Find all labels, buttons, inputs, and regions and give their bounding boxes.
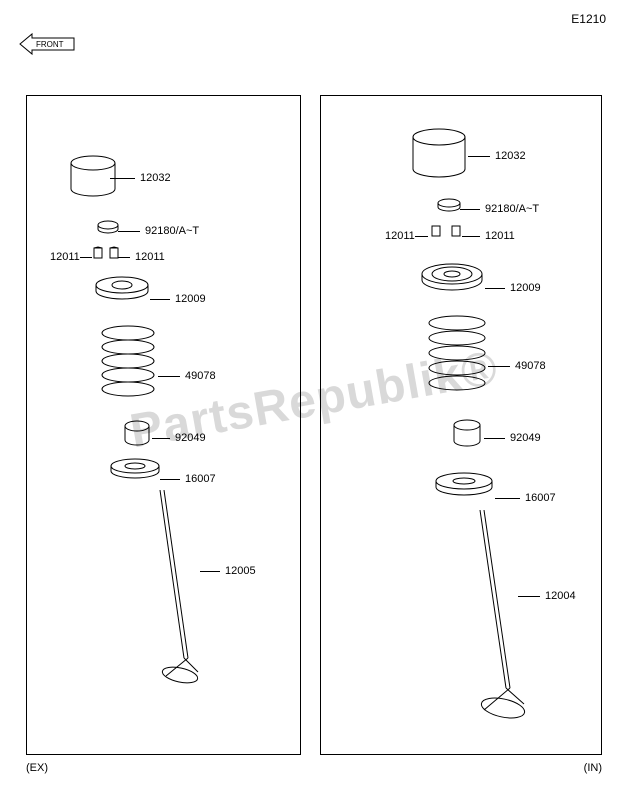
shape-shim-ex xyxy=(96,220,120,234)
part-ref-label: 12009 xyxy=(175,293,206,305)
part-ref-label: 12011 xyxy=(135,251,165,263)
part-ref-label: 92180/A~T xyxy=(145,225,199,237)
shape-tappet-in xyxy=(410,128,468,178)
leader-line xyxy=(484,438,505,439)
leader-line xyxy=(495,498,520,499)
shape-cotter-in-2 xyxy=(450,224,462,238)
leader-line xyxy=(415,236,428,237)
leader-line xyxy=(150,299,170,300)
shape-retainer-ex xyxy=(92,275,152,305)
shape-cotter-ex-1 xyxy=(92,246,104,260)
shape-retainer-in xyxy=(418,260,486,296)
leader-line xyxy=(468,156,490,157)
front-arrow-icon: FRONT xyxy=(18,30,80,62)
diagram-code: E1210 xyxy=(571,12,606,26)
leader-line xyxy=(488,366,510,367)
part-ref-label: 92180/A~T xyxy=(485,203,539,215)
part-ref-label: 12032 xyxy=(140,172,171,184)
leader-line xyxy=(518,596,540,597)
shape-seal-ex xyxy=(122,420,152,446)
leader-line xyxy=(118,257,130,258)
shape-valve-in xyxy=(448,510,528,730)
part-ref-label: 16007 xyxy=(185,473,216,485)
part-ref-label: 92049 xyxy=(510,432,541,444)
leader-line xyxy=(160,479,180,480)
leader-line xyxy=(462,236,480,237)
part-ref-label: 12011 xyxy=(385,230,415,242)
leader-line xyxy=(158,376,180,377)
leader-line xyxy=(80,257,92,258)
part-ref-label: 12004 xyxy=(545,590,576,602)
shape-shim-in xyxy=(436,198,462,212)
part-ref-label: 12032 xyxy=(495,150,526,162)
part-ref-label: 12011 xyxy=(485,230,515,242)
leader-line xyxy=(110,178,135,179)
part-ref-label: 49078 xyxy=(515,360,546,372)
part-ref-label: 92049 xyxy=(175,432,206,444)
shape-valve-ex xyxy=(130,490,200,700)
parts-diagram: E1210 FRONT PartsRepublik® (EX) (IN) xyxy=(0,0,628,800)
leader-line xyxy=(152,438,170,439)
front-arrow-label: FRONT xyxy=(36,40,64,49)
shape-seat-ex xyxy=(108,458,162,480)
shape-cotter-in-1 xyxy=(430,224,442,238)
shape-tappet-ex xyxy=(68,155,118,197)
part-ref-label: 49078 xyxy=(185,370,216,382)
shape-seat-in xyxy=(432,472,496,498)
leader-line xyxy=(118,231,140,232)
leader-line xyxy=(200,571,220,572)
footer-ex: (EX) xyxy=(26,762,48,774)
shape-seal-in xyxy=(450,418,484,448)
shape-spring-ex xyxy=(98,325,158,405)
leader-line xyxy=(460,209,480,210)
shape-spring-in xyxy=(425,315,489,400)
part-ref-label: 12009 xyxy=(510,282,541,294)
part-ref-label: 12011 xyxy=(50,251,80,263)
footer-in: (IN) xyxy=(584,762,602,774)
part-ref-label: 16007 xyxy=(525,492,556,504)
part-ref-label: 12005 xyxy=(225,565,256,577)
leader-line xyxy=(485,288,505,289)
